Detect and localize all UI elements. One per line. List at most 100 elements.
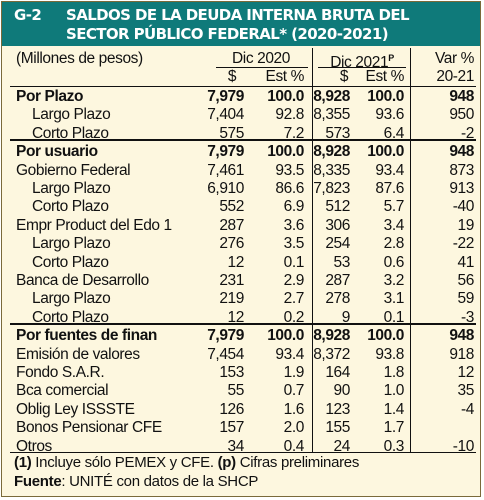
cell-est2021: 93.8	[375, 345, 404, 363]
row-label: Emisión de valores	[16, 345, 140, 363]
cell-var: 948	[449, 327, 474, 345]
cell-est2021: 87.6	[375, 180, 404, 197]
cell-est2021: 93.6	[375, 106, 404, 124]
row-label: Por usuario	[16, 143, 98, 161]
cell-var: 19	[457, 216, 475, 234]
cell-dic2021: 53	[333, 253, 351, 271]
cell-est2020: 2.0	[283, 419, 305, 437]
cell-dic2021: 8,928	[313, 88, 350, 105]
cell-var: 918	[449, 345, 474, 363]
note1-marker: (1)	[14, 454, 32, 471]
cell-est2020: 93.4	[275, 345, 304, 363]
cell-est2021: 6.4	[383, 124, 405, 142]
cell-dic2021: 7,823	[313, 180, 350, 197]
note2-marker: (p)	[217, 454, 237, 471]
row-label: Fondo S.A.R.	[16, 364, 105, 381]
cell-var: 950	[449, 106, 474, 124]
cell-var: 913	[449, 180, 474, 197]
note2-text: Cifras preliminares	[235, 454, 360, 471]
rule-under-header	[10, 86, 476, 87]
cell-dic2020: 575	[219, 124, 244, 142]
cell-est2020: 100.0	[267, 88, 304, 105]
cell-var: 56	[457, 272, 475, 289]
cell-dic2021: 8,928	[313, 143, 350, 161]
cell-dic2020: 7,979	[207, 327, 244, 345]
cell-est2021: 100.0	[367, 143, 404, 161]
cell-dic2020: 231	[219, 272, 244, 289]
cell-est2021: 93.4	[375, 161, 404, 179]
cell-est2021: 100.0	[367, 327, 404, 345]
cell-var: 35	[457, 382, 475, 400]
cell-var: -2	[461, 124, 474, 142]
cell-dic2020: 6,910	[207, 180, 244, 197]
cell-est2021: 0.3	[383, 437, 405, 455]
source-text: : UNITÉ con datos de la SHCP	[61, 473, 259, 490]
cell-est2020: 7.2	[283, 124, 305, 142]
cell-est2020: 86.6	[275, 180, 304, 197]
cell-est2020: 2.7	[283, 290, 305, 308]
cell-est2021: 2.8	[383, 235, 405, 253]
col-var: Var %	[434, 50, 474, 67]
sub-est-2020: Est %	[265, 68, 305, 85]
sub-var: 20-21	[436, 68, 474, 85]
cell-est2021: 1.8	[383, 364, 405, 381]
cell-est2020: 2.9	[283, 272, 305, 289]
cell-dic2021: 155	[325, 419, 350, 437]
cell-dic2020: 552	[219, 198, 244, 216]
cell-dic2020: 55	[227, 382, 245, 400]
source-label: Fuente	[14, 473, 62, 490]
cell-var: 873	[449, 161, 474, 179]
cell-est2021: 100.0	[367, 88, 404, 105]
cell-dic2020: 287	[219, 216, 244, 234]
cell-est2021: 3.4	[383, 216, 405, 234]
cell-dic2021: 278	[325, 290, 350, 308]
cell-var: -10	[452, 437, 475, 455]
row-label: Bca comercial	[16, 382, 109, 400]
cell-dic2020: 7,404	[207, 106, 244, 124]
rule-section-usuario	[10, 139, 476, 141]
cell-dic2020: 12	[227, 253, 245, 271]
cell-dic2021: 164	[325, 364, 350, 381]
rule-under-dic2020	[216, 67, 308, 68]
cell-dic2021: 8,355	[313, 106, 350, 124]
cell-dic2020: 12	[227, 308, 245, 326]
row-label: Otros	[16, 437, 52, 455]
cell-est2020: 3.5	[283, 235, 305, 253]
cell-est2020: 100.0	[267, 143, 304, 161]
cell-est2020: 6.9	[283, 198, 305, 216]
cell-dic2021: 254	[325, 235, 350, 253]
divider-2020-2021	[312, 48, 313, 452]
cell-dic2021: 90	[333, 382, 351, 400]
footnote-line: (1) Incluye sólo PEMEX y CFE. (p) Cifras…	[14, 454, 359, 471]
cell-est2020: 92.8	[275, 106, 304, 124]
row-label: Corto Plazo	[32, 198, 109, 216]
col-dic2021: Dic 2021P	[330, 53, 394, 72]
source-line: Fuente: UNITÉ con datos de la SHCP	[14, 473, 258, 490]
row-label: Oblig Ley ISSSTE	[16, 400, 135, 418]
cell-est2021: 0.6	[383, 253, 405, 271]
row-label: Empr Product del Edo 1	[16, 216, 172, 234]
cell-var: 41	[457, 253, 475, 271]
cell-est2020: 1.9	[283, 364, 305, 381]
cell-dic2021: 9	[341, 308, 351, 326]
cell-var: -40	[452, 198, 475, 216]
cell-dic2021: 573	[325, 124, 350, 142]
cell-est2020: 0.4	[283, 437, 305, 455]
cell-var: 948	[449, 143, 474, 161]
row-label: Banca de Desarrollo	[16, 272, 149, 289]
cell-est2021: 1.7	[383, 419, 405, 437]
row-label: Gobierno Federal	[16, 161, 131, 179]
cell-dic2021: 123	[325, 400, 350, 418]
rule-section-fuentes	[10, 323, 476, 325]
cell-dic2020: 7,979	[207, 88, 244, 105]
cell-est2021: 5.7	[383, 198, 405, 216]
row-label: Por Plazo	[16, 88, 84, 105]
cell-est2020: 0.2	[283, 308, 305, 326]
title-bar: G-2 SALDOS DE LA DEUDA INTERNA BRUTA DEL…	[2, 2, 480, 46]
cell-dic2021: 8,335	[313, 161, 350, 179]
row-label: Por fuentes de finan	[16, 327, 157, 345]
row-label: Corto Plazo	[32, 124, 109, 142]
cell-dic2020: 276	[219, 235, 244, 253]
cell-var: 948	[449, 88, 474, 105]
